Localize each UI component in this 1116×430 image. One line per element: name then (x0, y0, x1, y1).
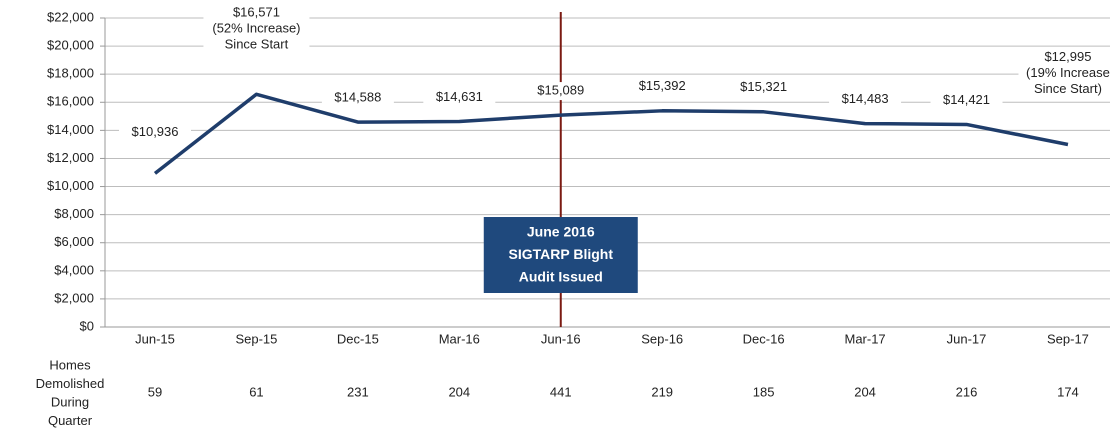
x-tick-label: Jun-15 (135, 331, 175, 346)
x-tick-label: Dec-15 (337, 331, 379, 346)
table-value: 185 (753, 384, 775, 399)
x-tick-label: Mar-17 (844, 331, 885, 346)
annotation-text: Audit Issued (519, 269, 603, 285)
data-note: (19% Increase (1026, 65, 1110, 80)
annotation-text: June 2016 (527, 224, 595, 240)
data-note: (52% Increase) (212, 21, 300, 36)
x-tick-label: Jun-17 (947, 331, 987, 346)
y-tick-label: $22,000 (47, 9, 94, 24)
table-value: 231 (347, 384, 369, 399)
table-value: 204 (448, 384, 470, 399)
label-background (321, 89, 394, 108)
data-label: $14,483 (842, 91, 889, 106)
line (153, 92, 1069, 175)
x-tick-label: Sep-15 (235, 331, 277, 346)
label-background (930, 91, 1003, 110)
x-tick-label: Sep-17 (1047, 331, 1089, 346)
label-background (203, 4, 310, 55)
y-tick-label: $18,000 (47, 66, 94, 81)
label-background (119, 123, 191, 142)
data-label: $15,089 (537, 83, 584, 98)
table-value: 219 (651, 384, 673, 399)
data-label: $15,321 (740, 79, 787, 94)
table-label: During (51, 394, 89, 409)
table-value: 174 (1057, 384, 1079, 399)
data-label: $14,421 (943, 92, 990, 107)
data-label: $14,631 (436, 89, 483, 104)
x-tick-label: Mar-16 (439, 331, 480, 346)
label-background (423, 88, 496, 107)
y-tick-label: $8,000 (54, 206, 94, 221)
table-value: 204 (854, 384, 876, 399)
data-label: $15,392 (639, 78, 686, 93)
data-note: Since Start (225, 37, 289, 52)
table-label: Demolished (36, 376, 105, 391)
y-tick-label: $2,000 (54, 290, 94, 305)
table-label: Quarter (48, 413, 93, 428)
data-label: $12,995 (1044, 49, 1091, 64)
data-label: $16,571 (233, 5, 280, 20)
y-tick-label: $12,000 (47, 150, 94, 165)
y-tick-label: $4,000 (54, 262, 94, 277)
y-tick-label: $6,000 (54, 234, 94, 249)
annotation-text: SIGTARP Blight (509, 246, 614, 262)
data-label: $14,588 (334, 90, 381, 105)
y-tick-label: $14,000 (47, 122, 94, 137)
table-value: 59 (148, 384, 162, 399)
y-tick-label: $10,000 (47, 178, 94, 193)
table-value: 61 (249, 384, 263, 399)
x-tick-label: Dec-16 (743, 331, 785, 346)
label-background (626, 77, 699, 96)
x-tick-label: Sep-16 (641, 331, 683, 346)
data-note: Since Start) (1034, 81, 1102, 96)
table-value: 441 (550, 384, 572, 399)
label-background (727, 78, 800, 97)
label-background (829, 90, 902, 109)
label-background (1018, 48, 1116, 99)
x-tick-label: Jun-16 (541, 331, 581, 346)
y-tick-label: $0 (80, 318, 94, 333)
y-tick-label: $16,000 (47, 94, 94, 109)
table-value: 216 (956, 384, 978, 399)
data-label: $10,936 (132, 124, 179, 139)
y-tick-label: $20,000 (47, 38, 94, 53)
annotation-box (483, 217, 638, 293)
label-background (524, 82, 597, 101)
table-label: Homes (49, 357, 91, 372)
